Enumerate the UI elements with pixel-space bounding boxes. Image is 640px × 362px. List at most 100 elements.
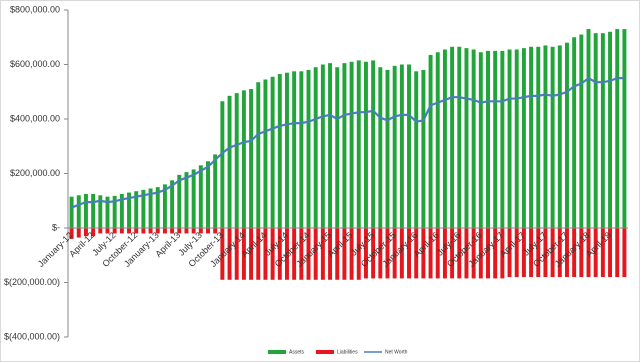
bar (76, 195, 81, 228)
bar (421, 228, 426, 279)
bar (127, 192, 131, 228)
bar (177, 174, 182, 228)
bar (572, 228, 577, 278)
y-tick-label: $200,000.00 (10, 168, 60, 178)
bar (241, 228, 246, 280)
y-tick-label: $400,000.00 (10, 113, 60, 123)
bar (270, 76, 275, 228)
bar (399, 228, 404, 279)
bar (608, 228, 613, 278)
bar (565, 228, 569, 278)
bar (521, 48, 526, 229)
bar (536, 46, 541, 228)
bar (220, 228, 225, 280)
legend-label: Liabilities (337, 349, 358, 355)
bar (119, 193, 124, 228)
bar (206, 161, 210, 228)
bar (234, 93, 239, 228)
bar (155, 228, 160, 234)
bar (500, 50, 505, 228)
bar (363, 61, 368, 229)
legend-label: Net Worth (385, 349, 408, 355)
bar (529, 46, 534, 228)
y-tick-label: $(400,000.00) (4, 331, 60, 341)
bar (464, 48, 469, 229)
bar (572, 37, 577, 228)
bar (442, 49, 447, 229)
bar (141, 228, 146, 234)
bar (213, 154, 218, 228)
bar (392, 65, 397, 228)
bar (292, 71, 297, 228)
bar (457, 228, 462, 279)
bar (349, 228, 354, 280)
bar (148, 228, 153, 234)
bar (69, 196, 74, 228)
legend-swatch (316, 350, 334, 354)
bar (76, 228, 81, 238)
bar (536, 228, 541, 278)
bar (450, 46, 455, 228)
bar (285, 228, 289, 280)
bar (579, 34, 584, 229)
bar (529, 228, 534, 278)
bar (270, 228, 275, 280)
bar (227, 228, 232, 280)
legend: Assets Liabilities Net Worth (268, 349, 408, 355)
bar (385, 228, 390, 279)
bar (285, 72, 289, 228)
bar (83, 228, 88, 237)
bar (586, 228, 591, 278)
bar (98, 195, 103, 228)
bar (593, 228, 598, 278)
bar (493, 228, 498, 279)
bar (134, 191, 139, 228)
bar (586, 29, 591, 229)
bar (543, 228, 548, 278)
bar (184, 172, 189, 228)
bar (249, 89, 254, 229)
bar (507, 228, 512, 278)
bar (514, 228, 519, 278)
bar (277, 228, 282, 280)
bar (184, 228, 189, 234)
bar (579, 228, 584, 278)
bar (356, 228, 361, 280)
bar (442, 228, 447, 279)
bar (155, 187, 160, 228)
bar (170, 180, 175, 228)
bar (105, 196, 110, 228)
bar (256, 82, 261, 229)
bar (335, 67, 340, 228)
bar (371, 60, 376, 228)
bar (91, 228, 96, 237)
bar (83, 193, 88, 228)
bar (507, 49, 512, 229)
bar (213, 228, 218, 234)
bar (478, 228, 483, 279)
bar (593, 33, 598, 228)
bar (148, 188, 153, 228)
bar (514, 49, 519, 229)
bar (256, 228, 261, 280)
bar (91, 193, 96, 228)
bar (608, 31, 613, 228)
bar (378, 228, 383, 279)
y-tick-label: $800,000.00 (10, 4, 60, 14)
bar (622, 29, 627, 229)
bar (127, 228, 131, 234)
bar (486, 228, 490, 279)
bar (622, 228, 627, 278)
bar (385, 69, 390, 228)
bar (328, 228, 333, 280)
bar (557, 228, 562, 278)
bar (500, 228, 505, 279)
bar (98, 228, 103, 234)
bar (378, 67, 383, 228)
bar (112, 228, 117, 234)
bar (198, 165, 203, 228)
bar (177, 228, 182, 234)
bar (191, 169, 196, 228)
bar (615, 29, 620, 229)
bar (328, 63, 333, 229)
